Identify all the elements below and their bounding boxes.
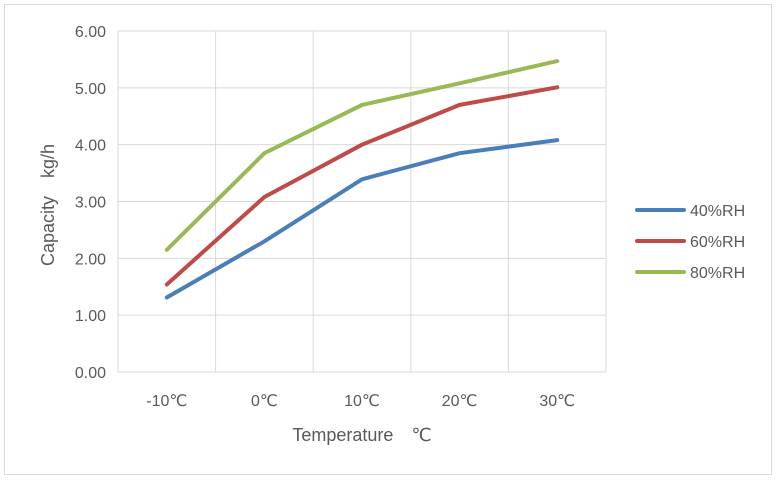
y-tick-label: 4.00 — [75, 138, 106, 155]
y-tick-label: 1.00 — [75, 308, 106, 325]
y-axis-ticks: 0.00 1.00 2.00 3.00 4.00 5.00 6.00 — [75, 24, 106, 382]
series-line-60pctrh — [164, 85, 560, 287]
y-tick-label: 0.00 — [75, 365, 106, 382]
x-tick-label: 10℃ — [344, 393, 380, 410]
data-series — [164, 59, 560, 300]
x-tick-label: 0℃ — [251, 393, 278, 410]
gridlines — [117, 30, 607, 373]
x-axis-ticks: -10℃ 0℃ 10℃ 20℃ 30℃ — [146, 393, 575, 410]
x-tick-label: -10℃ — [146, 393, 187, 410]
series-line-80pctrh — [164, 59, 560, 252]
x-tick-label: 20℃ — [442, 393, 478, 410]
legend-label: 80%RH — [690, 265, 745, 282]
y-tick-label: 5.00 — [75, 81, 106, 98]
legend: 40%RH 60%RH 80%RH — [635, 203, 745, 282]
y-tick-label: 2.00 — [75, 251, 106, 268]
y-tick-label: 6.00 — [75, 24, 106, 41]
x-tick-label: 30℃ — [539, 393, 575, 410]
y-tick-label: 3.00 — [75, 195, 106, 212]
x-axis-title: Temperature ℃ — [292, 425, 431, 445]
series-line-40pctrh — [164, 138, 560, 300]
legend-label: 40%RH — [690, 203, 745, 220]
y-axis-title: Capacity kg/h — [38, 144, 58, 266]
legend-label: 60%RH — [690, 234, 745, 251]
